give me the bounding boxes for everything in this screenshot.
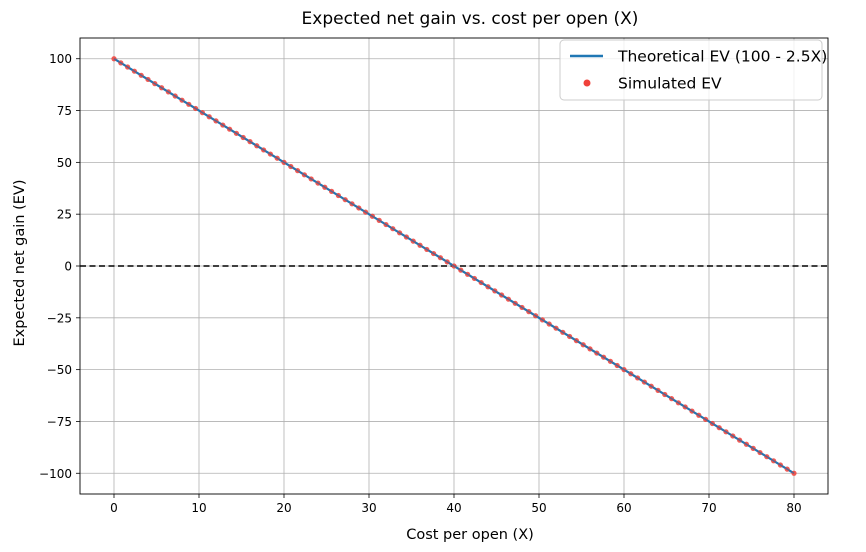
- y-axis-label: Expected net gain (EV): [12, 180, 28, 347]
- y-tick-label: 25: [57, 208, 72, 222]
- chart-title: Expected net gain vs. cost per open (X): [302, 9, 639, 29]
- x-tick-label: 30: [361, 501, 376, 515]
- x-axis-label: Cost per open (X): [406, 527, 534, 543]
- y-tick-label: −25: [47, 311, 72, 325]
- x-tick-label: 20: [276, 501, 291, 515]
- y-tick-label: 100: [49, 52, 72, 66]
- x-tick-label: 0: [110, 501, 118, 515]
- theoretical-ev-line-overlay: [113, 58, 795, 474]
- y-tick-label: −50: [47, 363, 72, 377]
- legend-box: [559, 39, 823, 101]
- x-tick-label: 60: [616, 501, 631, 515]
- y-tick-label: 75: [57, 104, 72, 118]
- y-tick-label: 50: [57, 156, 72, 170]
- y-tick-label: −75: [47, 415, 72, 429]
- y-tick-label: −100: [39, 467, 72, 481]
- legend: Theoretical EV (100 - 2.5X) Simulated EV: [559, 39, 827, 101]
- x-tick-label: 80: [786, 501, 801, 515]
- x-tick-label: 10: [191, 501, 206, 515]
- x-tick-label: 70: [701, 501, 716, 515]
- x-tick-label: 50: [531, 501, 546, 515]
- ticks: 0 10 20 30 40 50 60 70 80 100 75 50 25 0 −25 −50 −75 −100: [39, 52, 802, 515]
- series-layer: [111, 56, 797, 476]
- x-tick-label: 40: [446, 501, 461, 515]
- legend-label-simulated: Simulated EV: [618, 75, 722, 93]
- legend-label-theoretical: Theoretical EV (100 - 2.5X): [617, 48, 827, 66]
- legend-dot-swatch: [583, 79, 591, 87]
- y-tick-label: 0: [64, 260, 72, 274]
